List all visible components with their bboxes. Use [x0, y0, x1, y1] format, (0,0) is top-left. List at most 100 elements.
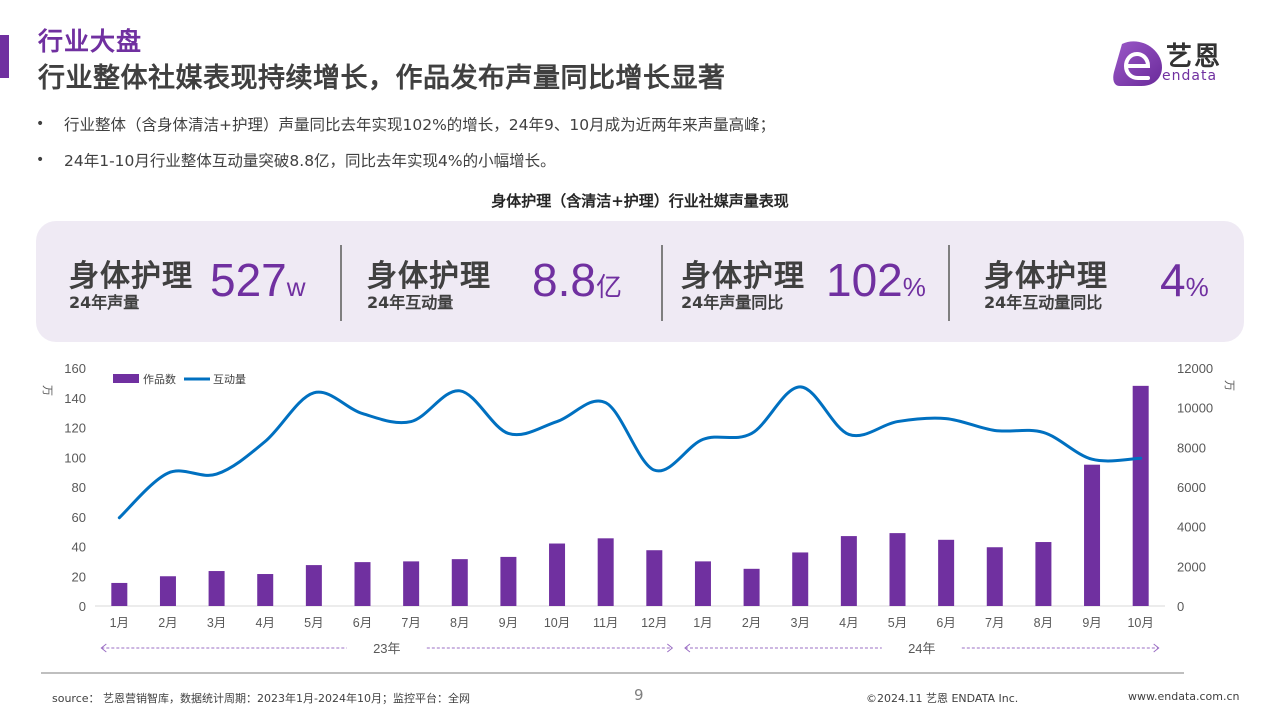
kpi-divider	[340, 245, 342, 321]
left-axis-tick: 120	[64, 421, 86, 436]
left-axis-tick: 160	[64, 361, 86, 376]
right-axis-tick: 2000	[1177, 559, 1206, 574]
x-axis-tick: 2月	[158, 616, 177, 630]
kpi-panel: 身体护理 24年声量 527w 身体护理 24年互动量 8.8亿 身体护理 24…	[36, 221, 1244, 342]
left-axis-tick: 80	[72, 480, 86, 495]
right-axis-tick: 0	[1177, 599, 1184, 614]
section-label: 行业大盘	[38, 27, 143, 56]
footer-copyright: ©2024.11 艺恩 ENDATA Inc.	[866, 692, 1019, 705]
kpi-unit: w	[286, 272, 306, 302]
arrow-right-icon	[1153, 643, 1160, 653]
x-axis-tick: 12月	[641, 616, 667, 630]
bar-作品数	[938, 539, 955, 606]
bar-作品数	[257, 574, 274, 606]
x-axis-tick: 7月	[401, 616, 420, 630]
kpi-divider	[661, 245, 663, 321]
x-axis-tick: 3月	[791, 616, 810, 630]
kpi-name: 身体护理	[69, 259, 193, 294]
bar-作品数	[840, 536, 857, 606]
kpi-subtitle: 24年声量同比	[681, 293, 784, 312]
right-axis-tick: 4000	[1177, 520, 1206, 535]
kpi-subtitle: 24年声量	[69, 293, 140, 312]
footer-divider	[41, 672, 1184, 674]
right-axis-tick: 8000	[1177, 440, 1206, 455]
kpi-divider	[948, 245, 950, 321]
bar-作品数	[694, 561, 711, 606]
left-axis-tick: 100	[64, 450, 86, 465]
bullet-item: • 24年1-10月行业整体互动量突破8.8亿，同比去年实现4%的小幅增长。	[36, 142, 775, 178]
kpi-unit: %	[1185, 272, 1209, 302]
arrow-left-icon	[100, 643, 107, 653]
page-number: 9	[634, 686, 644, 704]
x-axis-tick: 10月	[1127, 616, 1153, 630]
kpi-card-interaction: 身体护理 24年互动量 8.8亿	[342, 221, 652, 342]
bar-作品数	[986, 547, 1003, 606]
kpi-unit: %	[902, 272, 926, 302]
bullet-list: • 行业整体（含身体清洁+护理）声量同比去年实现102%的增长，24年9、10月…	[36, 106, 775, 178]
kpi-value: 102%	[826, 253, 926, 307]
x-axis-tick: 10月	[544, 616, 570, 630]
legend-bar-swatch	[113, 374, 139, 383]
bar-作品数	[1132, 385, 1149, 606]
logo-text-cn: 艺恩	[1166, 42, 1223, 72]
x-axis-tick: 3月	[207, 616, 226, 630]
right-axis-unit: 万	[1223, 380, 1235, 391]
kpi-card-interaction-yoy: 身体护理 24年互动量同比 4%	[950, 221, 1240, 342]
bar-作品数	[743, 568, 760, 606]
left-axis-tick: 40	[72, 540, 86, 555]
x-axis-tick: 4月	[839, 616, 858, 630]
left-axis-tick: 0	[79, 599, 86, 614]
bullet-marker: •	[36, 152, 45, 168]
kpi-subtitle: 24年互动量	[367, 293, 454, 312]
x-axis-tick: 9月	[499, 616, 518, 630]
kpi-value: 4%	[1160, 253, 1209, 307]
line-互动量	[117, 385, 1143, 520]
x-axis-tick: 2月	[742, 616, 761, 630]
x-axis-tick: 5月	[888, 616, 907, 630]
arrow-left-icon	[684, 643, 691, 653]
bar-作品数	[111, 582, 128, 606]
kpi-number: 102	[826, 254, 903, 306]
right-axis-tick: 6000	[1177, 480, 1206, 495]
logo-text-en: endata	[1162, 68, 1218, 84]
bar-作品数	[208, 571, 225, 606]
section-accent-bar	[0, 35, 9, 78]
bar-作品数	[549, 543, 566, 606]
bullet-item: • 行业整体（含身体清洁+护理）声量同比去年实现102%的增长，24年9、10月…	[36, 106, 775, 142]
legend-label: 作品数	[143, 373, 176, 386]
bar-作品数	[403, 561, 420, 606]
x-axis-tick: 6月	[936, 616, 955, 630]
chart-title: 身体护理（含清洁+护理）行业社媒声量表现	[491, 192, 789, 210]
x-axis-tick: 11月	[593, 616, 618, 630]
bullet-text: 24年1-10月行业整体互动量突破8.8亿，同比去年实现4%的小幅增长。	[64, 152, 556, 170]
bar-作品数	[792, 552, 809, 606]
kpi-subtitle: 24年互动量同比	[984, 293, 1103, 312]
left-axis-tick: 20	[72, 569, 86, 584]
bar-作品数	[646, 550, 663, 606]
x-axis-tick: 9月	[1082, 616, 1101, 630]
x-axis-tick: 1月	[693, 616, 712, 630]
page-title: 行业整体社媒表现持续增长，作品发布声量同比增长显著	[38, 63, 726, 94]
kpi-value: 8.8亿	[532, 253, 622, 307]
x-axis-tick: 1月	[110, 616, 129, 630]
kpi-number: 527	[210, 254, 287, 306]
x-axis-tick: 7月	[985, 616, 1004, 630]
kpi-card-volume-yoy: 身体护理 24年声量同比 102%	[663, 221, 953, 342]
legend-label: 互动量	[213, 373, 246, 386]
bullet-marker: •	[36, 116, 45, 132]
kpi-name: 身体护理	[984, 259, 1108, 294]
right-axis-tick: 12000	[1177, 361, 1213, 376]
x-axis-tick: 8月	[1034, 616, 1053, 630]
kpi-number: 8.8	[532, 254, 596, 306]
footer-url: www.endata.com.cn	[1128, 690, 1240, 703]
bar-作品数	[354, 562, 371, 606]
left-axis-unit: 万	[41, 385, 53, 396]
x-axis-tick: 5月	[304, 616, 323, 630]
arrow-right-icon	[667, 643, 674, 653]
footer-source: source： 艺恩营销智库，数据统计周期：2023年1月-2024年10月；监…	[52, 692, 470, 705]
year-group-label: 24年	[908, 641, 935, 656]
bar-作品数	[889, 533, 906, 606]
endata-logo: 艺恩 endata	[1112, 34, 1242, 90]
bar-作品数	[597, 538, 614, 606]
kpi-unit: 亿	[595, 272, 622, 302]
